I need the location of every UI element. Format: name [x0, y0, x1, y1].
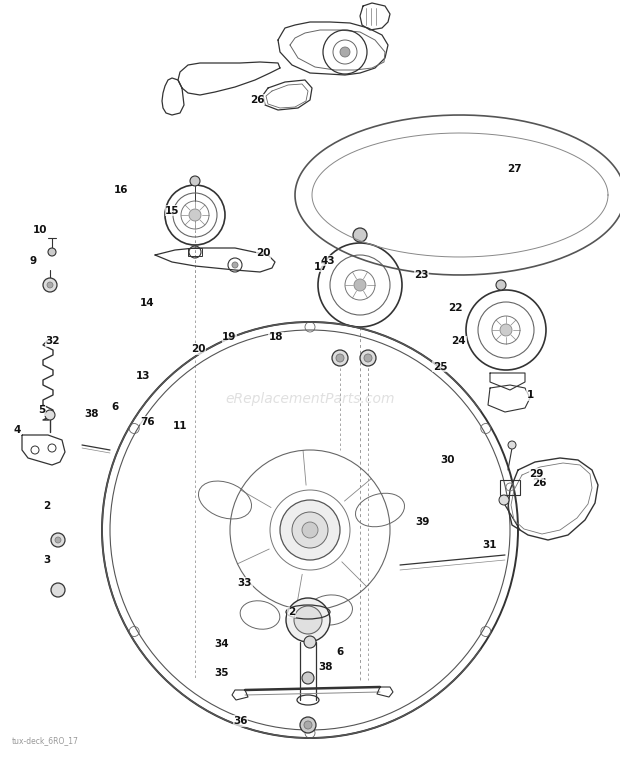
Circle shape	[302, 522, 318, 538]
Circle shape	[496, 280, 506, 290]
Text: 24: 24	[451, 336, 466, 347]
Circle shape	[508, 441, 516, 449]
Text: 36: 36	[233, 716, 248, 726]
Circle shape	[304, 721, 312, 729]
Circle shape	[232, 262, 238, 268]
Text: 23: 23	[414, 269, 429, 280]
Text: tux-deck_6RO_17: tux-deck_6RO_17	[12, 736, 79, 745]
Text: 38: 38	[84, 409, 99, 420]
Circle shape	[51, 583, 65, 597]
Text: 26: 26	[250, 94, 265, 105]
Circle shape	[47, 282, 53, 288]
Circle shape	[190, 176, 200, 186]
Text: 20: 20	[191, 344, 206, 354]
Text: 15: 15	[165, 206, 180, 216]
Text: 34: 34	[215, 639, 229, 650]
Circle shape	[292, 512, 328, 548]
Text: 43: 43	[320, 255, 335, 266]
Circle shape	[336, 354, 344, 362]
Circle shape	[55, 537, 61, 543]
Text: 1: 1	[526, 390, 534, 400]
Text: 26: 26	[532, 478, 547, 489]
Circle shape	[364, 354, 372, 362]
Circle shape	[43, 278, 57, 292]
Text: 18: 18	[268, 332, 283, 343]
Text: 6: 6	[336, 647, 343, 657]
Text: 3: 3	[43, 555, 50, 565]
Circle shape	[500, 324, 512, 336]
Text: 33: 33	[237, 578, 252, 588]
Text: 2: 2	[43, 501, 50, 512]
Text: 32: 32	[45, 336, 60, 347]
Circle shape	[360, 350, 376, 366]
Text: eReplacementParts.com: eReplacementParts.com	[225, 392, 395, 406]
Text: 16: 16	[113, 185, 128, 196]
Circle shape	[340, 47, 350, 57]
Text: 27: 27	[507, 163, 522, 174]
Circle shape	[51, 533, 65, 547]
Bar	[188, 248, 202, 256]
Text: 19: 19	[222, 332, 237, 343]
Circle shape	[302, 672, 314, 684]
Text: 25: 25	[433, 361, 448, 372]
Text: 17: 17	[314, 262, 329, 272]
Text: 2: 2	[288, 607, 295, 617]
Text: 9: 9	[29, 255, 37, 266]
Circle shape	[189, 209, 201, 221]
Circle shape	[48, 248, 56, 256]
Circle shape	[499, 495, 509, 505]
Text: 38: 38	[318, 662, 333, 673]
Text: 20: 20	[256, 248, 271, 258]
Circle shape	[286, 598, 330, 642]
Text: 14: 14	[140, 298, 155, 308]
Text: 13: 13	[135, 370, 150, 381]
Circle shape	[294, 606, 322, 634]
Circle shape	[280, 500, 340, 560]
Text: 31: 31	[482, 539, 497, 550]
Text: 5: 5	[38, 405, 46, 416]
Bar	[500, 480, 520, 495]
Circle shape	[45, 410, 55, 420]
Text: 4: 4	[14, 424, 21, 435]
Circle shape	[353, 228, 367, 242]
Text: 11: 11	[172, 420, 187, 431]
Text: 6: 6	[111, 401, 118, 412]
Text: 35: 35	[215, 668, 229, 679]
Circle shape	[300, 717, 316, 733]
Circle shape	[332, 350, 348, 366]
Text: 39: 39	[415, 516, 430, 527]
Text: 76: 76	[140, 416, 155, 427]
Text: 10: 10	[33, 225, 48, 235]
Text: 22: 22	[448, 303, 463, 314]
Circle shape	[304, 636, 316, 648]
Text: 30: 30	[440, 455, 455, 466]
Circle shape	[354, 279, 366, 291]
Text: 29: 29	[529, 469, 544, 479]
